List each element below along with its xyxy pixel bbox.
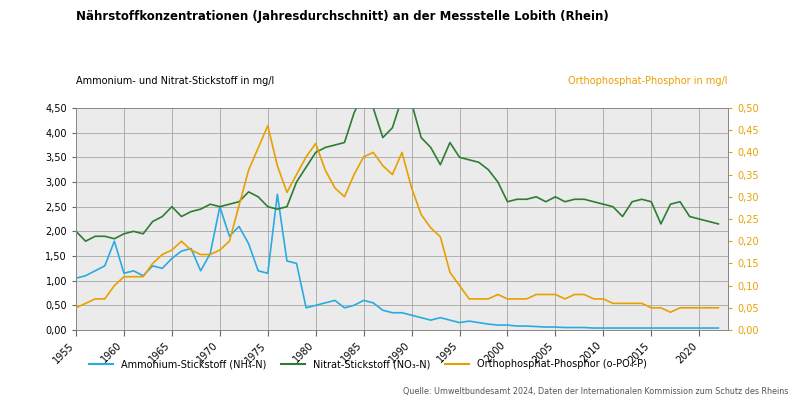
Text: Ammonium- und Nitrat-Stickstoff in mg/l: Ammonium- und Nitrat-Stickstoff in mg/l bbox=[76, 76, 274, 86]
Legend: Ammonium-Stickstoff (NH₄-N), Nitrat-Stickstoff (NO₃-N), Orthophosphat-Phosphor (: Ammonium-Stickstoff (NH₄-N), Nitrat-Stic… bbox=[85, 355, 651, 373]
Text: Orthophosphat-Phosphor in mg/l: Orthophosphat-Phosphor in mg/l bbox=[569, 76, 728, 86]
Text: Nährstoffkonzentrationen (Jahresdurchschnitt) an der Messstelle Lobith (Rhein): Nährstoffkonzentrationen (Jahresdurchsch… bbox=[76, 10, 609, 23]
Text: Quelle: Umweltbundesamt 2024, Daten der Internationalen Kommission zum Schutz de: Quelle: Umweltbundesamt 2024, Daten der … bbox=[402, 387, 788, 396]
